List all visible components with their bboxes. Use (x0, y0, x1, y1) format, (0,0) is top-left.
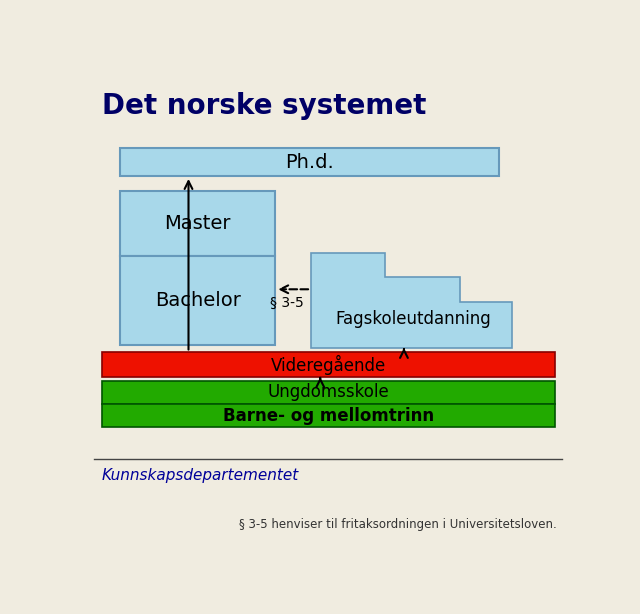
Polygon shape (311, 253, 513, 348)
Bar (120, 191, 275, 256)
Text: Fagskoleutdanning: Fagskoleutdanning (335, 309, 491, 327)
Text: Ph.d.: Ph.d. (285, 153, 334, 172)
Text: § 3-5: § 3-5 (270, 296, 303, 310)
Text: Bachelor: Bachelor (155, 291, 241, 310)
Text: Master: Master (164, 214, 231, 233)
Text: Det norske systemet: Det norske systemet (102, 92, 426, 120)
Bar (102, 352, 555, 377)
Bar (120, 149, 499, 176)
Text: § 3-5 henviser til fritaksordningen i Universitetsloven.: § 3-5 henviser til fritaksordningen i Un… (239, 518, 557, 530)
Text: Barne- og mellomtrinn: Barne- og mellomtrinn (223, 406, 434, 424)
Bar (102, 381, 555, 404)
Text: Ungdomsskole: Ungdomsskole (268, 384, 389, 402)
Text: Videregående: Videregående (271, 355, 386, 375)
Bar (102, 404, 555, 427)
Text: Kunnskapsdepartementet: Kunnskapsdepartementet (102, 468, 299, 483)
Bar (120, 256, 275, 344)
